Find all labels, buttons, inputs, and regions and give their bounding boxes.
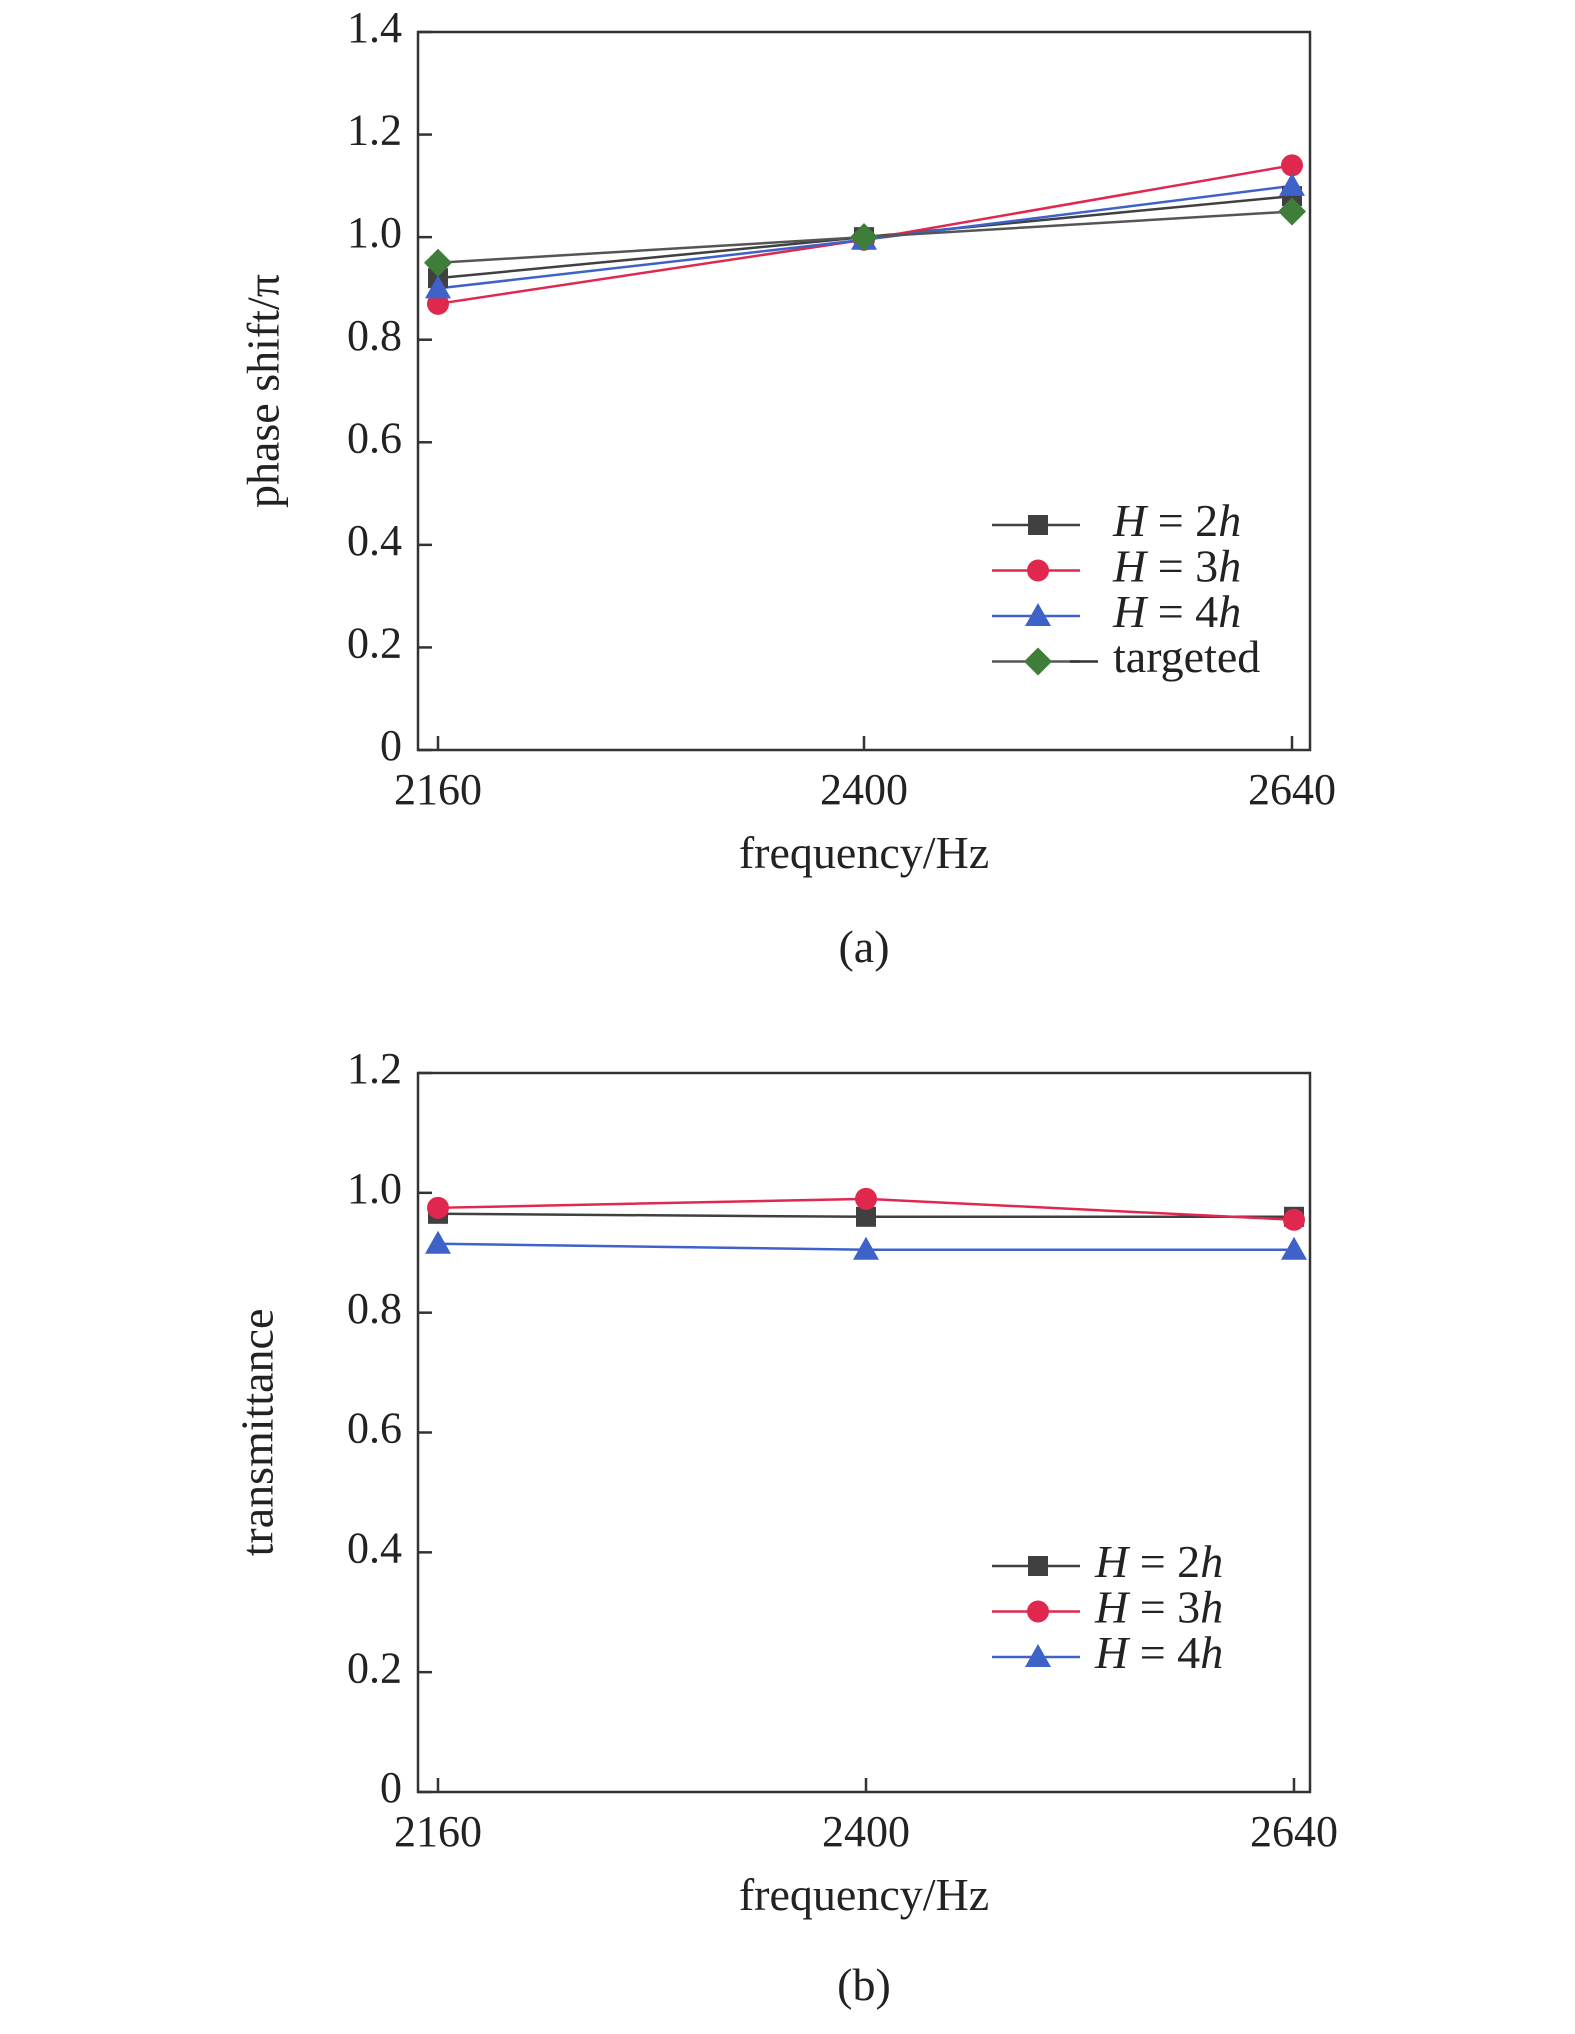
plot-frame [416,1071,1312,1794]
panel-a: 0 0.2 0.4 0.6 0.8 1.0 1.2 1.4 2160 2400 2640 freque… [238,3,1336,972]
legend-marker [1024,647,1052,676]
data-point [850,223,878,252]
data-point [424,248,452,277]
legend-marker [1028,1556,1048,1576]
y-tick-label: 0.8 [347,311,402,360]
legend-marker [1027,1600,1049,1623]
legend-label: targeted [1113,631,1260,682]
y-tick-label: 0.2 [347,1643,402,1692]
data-point [1283,1208,1305,1231]
legend-marker [1025,603,1051,626]
x-axis-label: frequency/Hz [739,1869,989,1920]
x-tick-label: 2640 [1248,765,1336,814]
y-tick-label: 0 [380,721,402,770]
legend-marker [1028,515,1048,535]
y-tick-label: 0.2 [347,619,402,668]
legend-marker [1025,1644,1051,1667]
y-tick-label: 0.6 [347,413,402,462]
x-tick-label: 2160 [394,1807,482,1856]
y-tick-label: 1.2 [347,1044,402,1093]
y-tick-label: 1.0 [347,208,402,257]
legend-label: H = 2h [1112,495,1241,546]
data-point [1279,172,1305,196]
x-tick-label: 2160 [394,765,482,814]
y-tick-label: 1.4 [347,3,402,52]
data-point [855,1187,877,1210]
data-point [853,1236,879,1260]
panel-label: (b) [837,1959,891,2010]
x-axis-label: frequency/Hz [739,827,989,878]
legend-label: H = 3h [1112,540,1241,591]
legend-label: H = 4h [1094,1627,1223,1678]
y-axis-label: phase shift/π [238,274,289,508]
y-tick-label: 0.4 [347,516,402,565]
x-tick-label: 2400 [822,1807,910,1856]
data-point [1278,197,1306,226]
legend-marker [1027,559,1049,582]
panel-b: 0 0.2 0.4 0.6 0.8 1.0 1.2 2160 2400 2640 frequency… [232,1044,1338,2010]
legend-label: H = 2h [1094,1536,1223,1587]
x-tick-label: 2640 [1250,1807,1338,1856]
y-tick-label: 0 [380,1763,402,1812]
data-point [1281,1236,1307,1260]
data-point [425,1230,451,1254]
panel-label: (a) [838,921,889,972]
y-tick-label: 1.0 [347,1164,402,1213]
data-point [427,1196,449,1219]
data-point [425,275,451,299]
data-point [856,1206,876,1227]
x-tick-label: 2400 [820,765,908,814]
y-tick-label: 0.4 [347,1523,402,1572]
y-axis-label: transmittance [232,1309,283,1557]
legend-label: H = 4h [1112,586,1241,637]
y-tick-label: 1.2 [347,106,402,155]
y-tick-label: 0.8 [347,1284,402,1333]
data-point [1281,154,1303,177]
legend-label: H = 3h [1094,1581,1223,1632]
y-tick-label: 0.6 [347,1404,402,1453]
